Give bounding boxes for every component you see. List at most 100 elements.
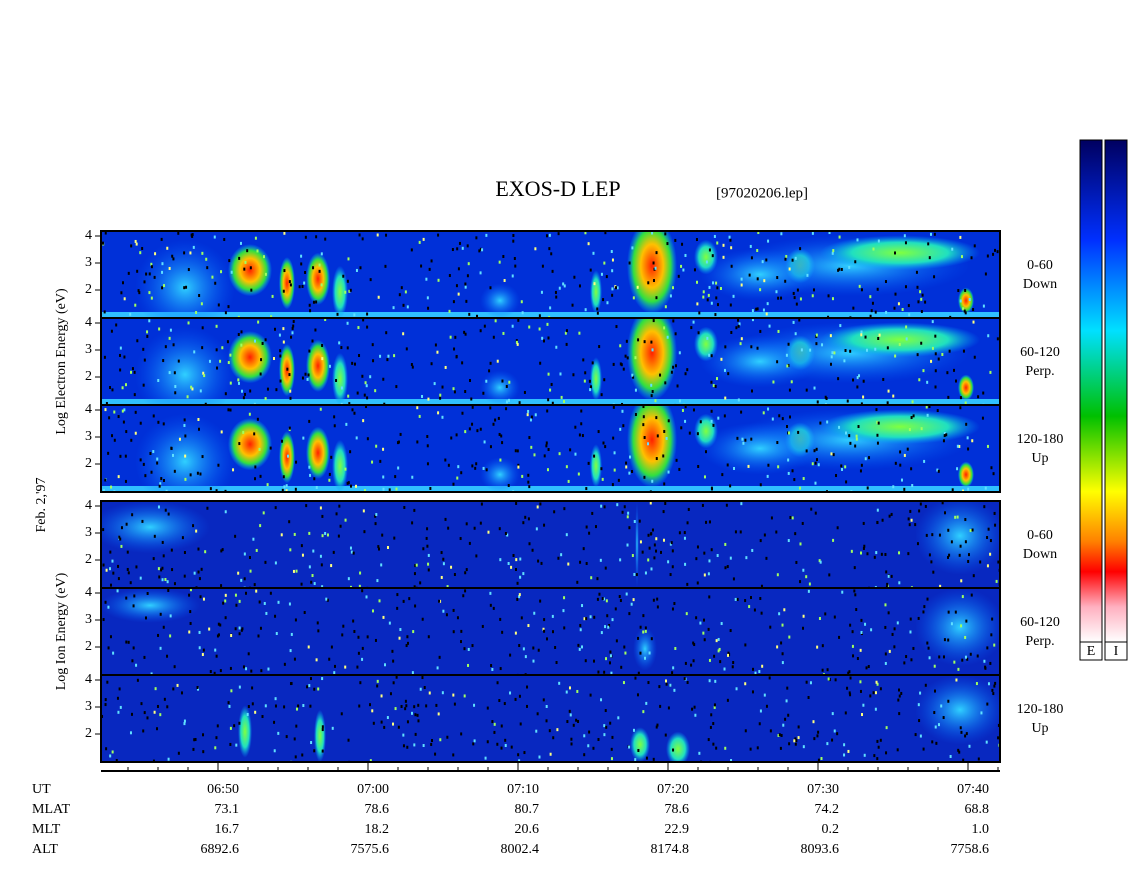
speckle — [253, 432, 256, 436]
speckle — [742, 441, 745, 445]
speckle — [960, 579, 963, 583]
speckle — [445, 613, 448, 617]
speckle — [964, 734, 967, 738]
speckle — [502, 331, 505, 335]
speckle — [160, 477, 163, 481]
speckle — [710, 301, 713, 305]
speckle — [671, 671, 674, 675]
speckle — [672, 365, 675, 369]
speckle — [964, 288, 967, 292]
speckle — [196, 686, 199, 690]
speckle — [265, 611, 268, 615]
y-tick-label: 3 — [85, 699, 92, 714]
speckle — [837, 268, 840, 272]
speckle — [702, 295, 705, 299]
speckle — [479, 247, 482, 251]
speckle — [213, 235, 216, 239]
speckle — [769, 729, 772, 733]
speckle — [166, 654, 169, 658]
speckle — [321, 357, 324, 361]
speckle — [264, 338, 267, 342]
speckle — [728, 235, 731, 239]
speckle — [405, 347, 408, 351]
speckle — [815, 458, 818, 462]
speckle — [254, 465, 257, 469]
speckle — [588, 379, 591, 383]
speckle — [698, 311, 701, 315]
speckle — [975, 682, 978, 686]
speckle — [878, 333, 881, 337]
speckle — [500, 724, 503, 728]
speckle — [888, 514, 891, 518]
speckle — [133, 594, 136, 598]
speckle — [997, 736, 1000, 740]
flux-feature — [627, 231, 677, 314]
speckle — [464, 430, 467, 434]
speckle — [472, 742, 475, 746]
speckle — [750, 345, 753, 349]
speckle — [252, 537, 255, 541]
speckle — [192, 245, 195, 249]
speckle — [104, 231, 107, 235]
speckle — [173, 371, 176, 375]
speckle — [759, 483, 762, 487]
speckle — [441, 385, 444, 389]
y-tick-label: 2 — [85, 726, 92, 741]
speckle — [683, 677, 686, 681]
speckle — [238, 442, 241, 446]
speckle — [305, 504, 308, 508]
pitch-angle: 60-120 — [1020, 615, 1060, 630]
speckle — [118, 687, 121, 691]
speckle — [315, 658, 318, 662]
speckle — [366, 437, 369, 441]
speckle — [146, 591, 149, 595]
speckle — [708, 353, 711, 357]
speckle — [906, 447, 909, 451]
speckle — [903, 453, 906, 457]
speckle — [234, 593, 237, 597]
speckle — [645, 701, 648, 705]
speckle — [307, 645, 310, 649]
speckle — [519, 557, 522, 561]
speckle — [456, 616, 459, 620]
speckle — [672, 319, 675, 323]
speckle — [237, 381, 240, 385]
speckle — [444, 365, 447, 369]
row-value: 1.0 — [972, 822, 990, 837]
speckle — [777, 329, 780, 333]
speckle — [518, 401, 521, 405]
speckle — [612, 362, 615, 366]
speckle — [426, 544, 429, 548]
speckle — [215, 736, 218, 740]
speckle — [986, 444, 989, 448]
speckle — [359, 266, 362, 270]
speckle — [150, 265, 153, 269]
speckle — [403, 505, 406, 509]
speckle — [962, 758, 965, 762]
speckle — [778, 612, 781, 616]
speckle — [453, 573, 456, 577]
speckle — [545, 444, 548, 448]
speckle — [302, 436, 305, 440]
speckle — [905, 325, 908, 329]
speckle — [266, 483, 269, 487]
speckle — [162, 478, 165, 482]
flux-feature — [635, 501, 639, 588]
speckle — [430, 742, 433, 746]
speckle — [768, 676, 771, 680]
speckle — [708, 248, 711, 252]
flux-feature — [590, 444, 602, 488]
speckle — [173, 582, 176, 586]
speckle — [965, 619, 968, 623]
speckle — [366, 396, 369, 400]
speckle — [637, 748, 640, 752]
speckle — [219, 359, 222, 363]
speckle — [507, 562, 510, 566]
speckle — [692, 641, 695, 645]
speckle — [724, 566, 727, 570]
speckle — [184, 434, 187, 438]
speckle — [603, 670, 606, 674]
speckle — [663, 326, 666, 330]
speckle — [964, 401, 967, 405]
speckle — [366, 325, 369, 329]
